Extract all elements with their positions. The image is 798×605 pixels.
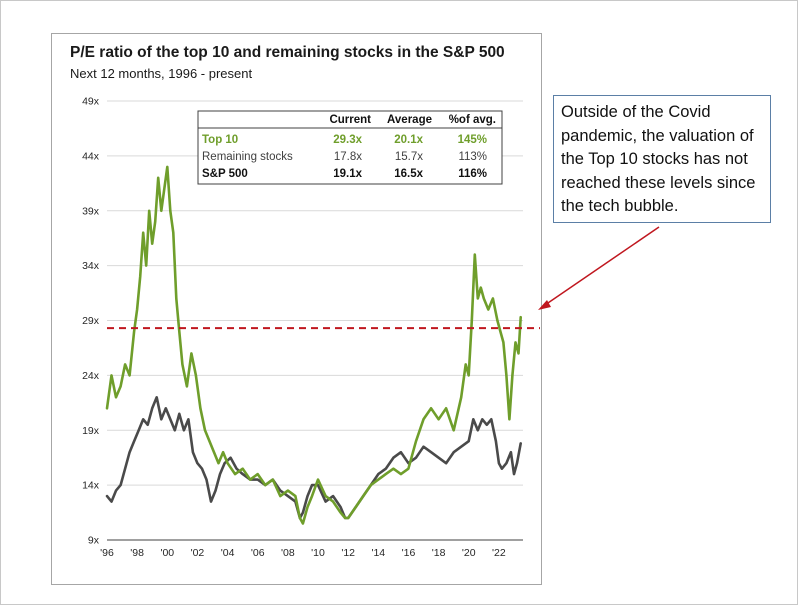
x-tick-label: '00 [160, 547, 174, 559]
x-tick-label: '06 [251, 547, 265, 559]
x-tick-label: '04 [221, 547, 235, 559]
series-lines [105, 165, 523, 525]
table-header-cell: Average [387, 114, 432, 126]
table-cell: 19.1x [333, 168, 362, 180]
x-tick-label: '02 [191, 547, 205, 559]
table-cell: 116% [458, 168, 487, 180]
y-tick-label: 49x [82, 96, 100, 108]
callout-box: Outside of the Covid pandemic, the valua… [553, 95, 771, 223]
x-tick-label: '10 [311, 547, 325, 559]
y-tick-label: 19x [82, 425, 100, 437]
table-cell: 145% [458, 134, 487, 146]
table-row-label: Remaining stocks [202, 151, 293, 163]
chart-subtitle: Next 12 months, 1996 - present [70, 66, 253, 81]
table-cell: 17.8x [334, 151, 362, 163]
table-header-cell: %of avg. [449, 114, 496, 126]
arrow-shaft [544, 226, 660, 306]
x-tick-label: '96 [100, 547, 114, 559]
x-tick-label: '98 [130, 547, 144, 559]
y-tick-label: 14x [82, 480, 100, 492]
table-box [197, 110, 503, 185]
series-line-remaining [105, 395, 523, 520]
y-tick-label: 34x [82, 260, 100, 272]
x-tick-label: '22 [492, 547, 506, 559]
table-cell: 20.1x [394, 134, 423, 146]
x-tick-label: '12 [341, 547, 355, 559]
summary-table: Current Average %of avg. Top 10 29.3x 20.1x 14… [197, 110, 503, 185]
axes: 9x 14x 19x 24x 29x 34x 39x 44x 49x '96 '98 '00 '02 '0… [82, 96, 523, 559]
table-cell: 15.7x [395, 151, 423, 163]
y-tick-label: 24x [82, 370, 100, 382]
x-tick-label: '16 [402, 547, 416, 559]
y-tick-label: 44x [82, 150, 100, 162]
x-tick-label: '18 [432, 547, 446, 559]
table-cell: 29.3x [333, 134, 362, 146]
chart-title: P/E ratio of the top 10 and remaining st… [70, 44, 505, 61]
y-tick-label: 39x [82, 205, 100, 217]
table-header-cell: Current [329, 114, 371, 126]
y-tick-label: 29x [82, 315, 100, 327]
x-tick-label: '14 [371, 547, 385, 559]
arrow-head [538, 300, 551, 310]
x-tick-label: '08 [281, 547, 295, 559]
series-line-top10 [105, 165, 523, 525]
x-tick-label: '20 [462, 547, 476, 559]
table-cell: 113% [458, 151, 487, 163]
table-row-label: S&P 500 [202, 168, 248, 180]
table-cell: 16.5x [394, 168, 423, 180]
y-tick-label: 9x [88, 535, 100, 547]
callout-arrow [538, 226, 660, 310]
table-row-label: Top 10 [202, 134, 238, 146]
